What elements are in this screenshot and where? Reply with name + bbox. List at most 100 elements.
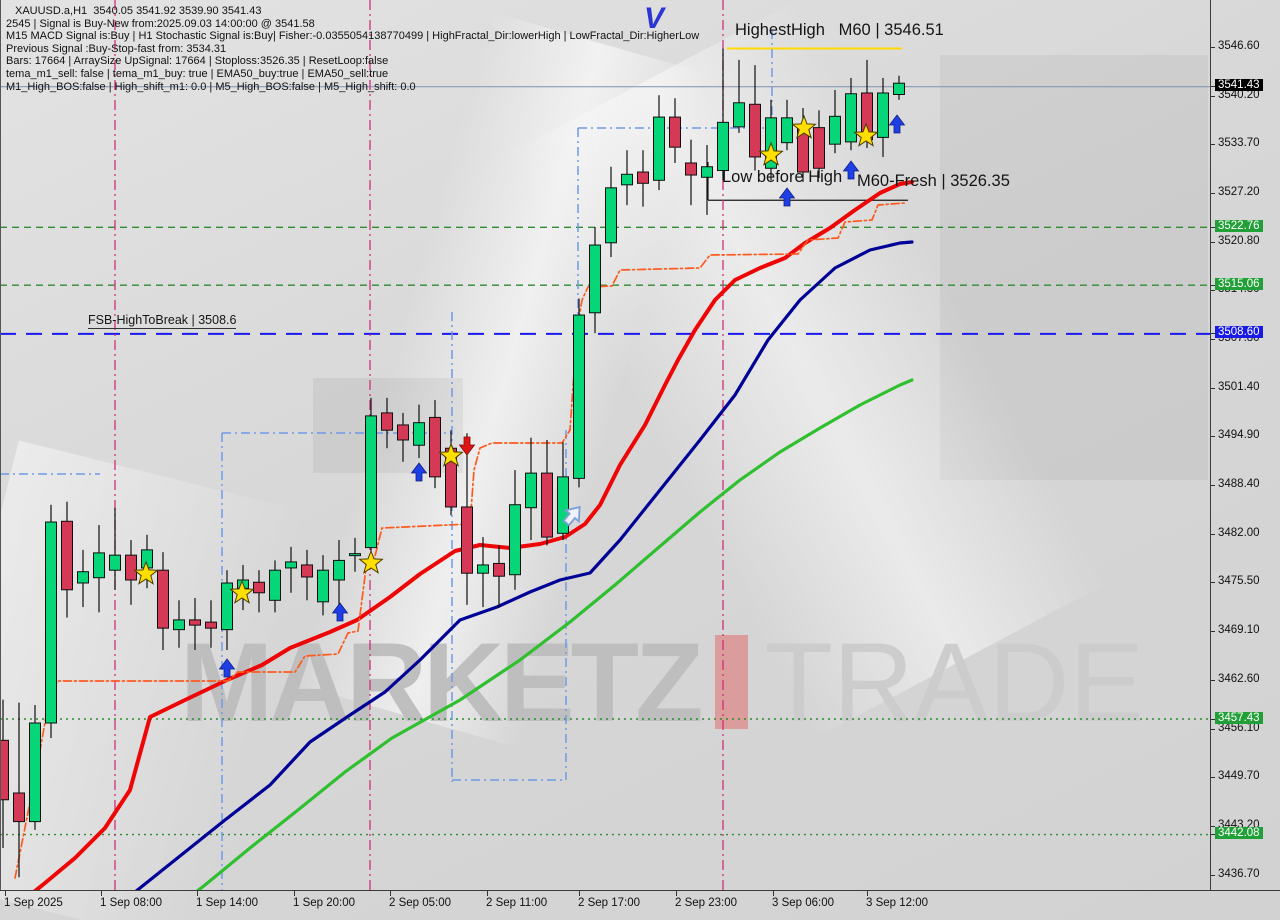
candle-bull: [621, 173, 633, 186]
price-label-highlighted: 3515.06: [1215, 277, 1263, 290]
candle-bull: [701, 166, 713, 178]
candle-bull: [77, 571, 89, 584]
fsb-high-to-break-label: FSB-HighToBreak | 3508.6: [88, 313, 237, 329]
candle-bull: [525, 472, 537, 509]
buy-arrow-icon: [778, 187, 796, 207]
price-label-highlighted: 3522.76: [1215, 219, 1263, 232]
info-line-6: tema_m1_sell: false | tema_m1_buy: true …: [6, 67, 389, 80]
candle-bear: [13, 792, 25, 823]
candle-bull: [173, 619, 185, 631]
price-label: 3546.60: [1218, 40, 1260, 53]
candle-bear: [125, 554, 137, 581]
price-label: 3527.20: [1218, 186, 1260, 199]
time-tick: [773, 891, 774, 896]
time-tick: [579, 891, 580, 896]
signal-star-icon: [133, 560, 159, 585]
price-label: 3436.70: [1218, 867, 1260, 880]
price-tick: [1211, 333, 1215, 335]
price-tick: [1211, 679, 1215, 681]
candle-bear: [685, 162, 697, 176]
time-axis[interactable]: 1 Sep 2025 1 Sep 08:00 1 Sep 14:00 1 Sep 20…: [0, 890, 1280, 920]
candle-bear: [301, 564, 313, 578]
price-tick: [1211, 226, 1215, 228]
price-label-highlighted: 3442.08: [1215, 827, 1263, 840]
candle-bull: [781, 117, 793, 144]
candle-bull: [557, 476, 569, 534]
candle-bull: [349, 553, 361, 557]
price-tick: [1211, 193, 1215, 195]
time-label: 1 Sep 14:00: [196, 897, 259, 909]
low-before-high-label: Low before High: [722, 168, 843, 186]
price-label: 3475.50: [1218, 575, 1260, 588]
m60-fresh-label: M60-Fresh | 3526.35: [857, 172, 1010, 190]
candle-bull: [717, 121, 729, 172]
price-tick: [1211, 728, 1215, 730]
candle-bull: [573, 314, 585, 479]
candle-bull: [589, 244, 601, 314]
time-label: 2 Sep 23:00: [675, 897, 738, 909]
price-tick: [1211, 86, 1215, 88]
buy-arrow-icon: [888, 114, 906, 134]
info-line-4: Previous Signal :Buy-Stop-fast from: 353…: [6, 42, 227, 55]
time-label: 1 Sep 2025: [4, 897, 63, 909]
candle-bull: [477, 564, 489, 574]
price-tick: [1211, 533, 1215, 535]
candle-bull: [45, 521, 57, 724]
chart-left-border: [0, 0, 1, 890]
checkmark-annotation: V: [644, 2, 665, 35]
price-label: 3501.40: [1218, 380, 1260, 393]
time-tick: [294, 891, 295, 896]
candle-bull: [109, 554, 121, 571]
ma-fast-red: [33, 180, 914, 890]
signal-star-icon: [853, 122, 879, 147]
chart-canvas[interactable]: [0, 0, 1210, 890]
price-tick: [1211, 241, 1215, 243]
time-label: 2 Sep 05:00: [389, 897, 452, 909]
candle-bull: [269, 569, 281, 601]
price-label: 3540.20: [1218, 88, 1260, 101]
signal-star-icon: [758, 141, 784, 166]
info-line-5: Bars: 17664 | ArraySize UpSignal: 17664 …: [6, 55, 389, 68]
price-tick: [1211, 582, 1215, 584]
time-tick: [676, 891, 677, 896]
candle-bull: [317, 569, 329, 603]
candle-bear: [669, 116, 681, 148]
signal-star-icon: [791, 114, 817, 139]
highest-high-label: HighestHigh M60 | 3546.51: [735, 21, 944, 39]
time-tick: [5, 891, 6, 896]
info-line-1: XAUUSD.a,H1 3540.05 3541.92 3539.90 3541…: [15, 5, 262, 17]
time-label: 3 Sep 06:00: [772, 897, 835, 909]
candle-bull: [733, 102, 745, 128]
time-tick: [197, 891, 198, 896]
chart-info-block: XAUUSD.a,H1 3540.05 3541.92 3539.90 3541…: [6, 5, 699, 93]
price-tick: [1211, 95, 1215, 97]
price-tick: [1211, 874, 1215, 876]
candle-bear: [397, 424, 409, 441]
candle-bull: [653, 116, 665, 181]
price-tick: [1211, 630, 1215, 632]
price-tick: [1211, 718, 1215, 720]
price-axis[interactable]: 3546.603540.203533.703527.203520.803514.…: [1210, 0, 1280, 890]
sell-arrow-icon: [458, 436, 476, 456]
time-label: 3 Sep 12:00: [866, 897, 929, 909]
price-label: 3482.00: [1218, 526, 1260, 539]
time-label: 1 Sep 08:00: [100, 897, 163, 909]
price-tick: [1211, 834, 1215, 836]
price-label: 3449.70: [1218, 769, 1260, 782]
price-tick: [1211, 284, 1215, 286]
trailing-stop-orange: [14, 202, 906, 879]
candle-bull: [829, 115, 841, 145]
candle-bear: [189, 619, 201, 626]
price-tick: [1211, 485, 1215, 487]
candle-bull: [845, 93, 857, 143]
price-label: 3520.80: [1218, 234, 1260, 247]
hollow-arrow-icon: [562, 505, 581, 527]
candle-bear: [381, 412, 393, 431]
candle-bear: [0, 739, 9, 801]
candle-bull: [365, 415, 377, 549]
candle-bull: [333, 559, 345, 581]
buy-arrow-icon: [218, 658, 236, 678]
candle-bear: [541, 472, 553, 538]
price-tick: [1211, 825, 1215, 827]
